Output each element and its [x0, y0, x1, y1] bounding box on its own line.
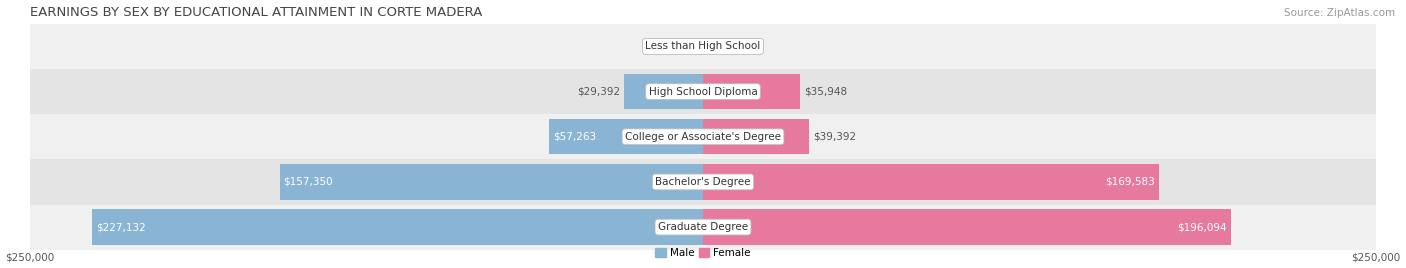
Text: $227,132: $227,132 — [96, 222, 145, 232]
Bar — [703, 210, 1230, 245]
Bar — [30, 69, 1376, 114]
Bar — [30, 159, 1376, 204]
Text: $196,094: $196,094 — [1177, 222, 1226, 232]
Bar — [280, 164, 703, 200]
Text: $39,392: $39,392 — [813, 132, 856, 142]
Bar — [30, 114, 1376, 159]
Text: $169,583: $169,583 — [1105, 177, 1156, 187]
Bar — [703, 74, 800, 109]
Bar — [30, 204, 1376, 250]
Text: $57,263: $57,263 — [553, 132, 596, 142]
Bar — [703, 164, 1160, 200]
Text: $0: $0 — [688, 42, 700, 51]
Text: Less than High School: Less than High School — [645, 42, 761, 51]
Bar — [624, 74, 703, 109]
Bar — [30, 24, 1376, 69]
Text: $157,350: $157,350 — [284, 177, 333, 187]
Text: High School Diploma: High School Diploma — [648, 87, 758, 97]
Text: Source: ZipAtlas.com: Source: ZipAtlas.com — [1284, 8, 1395, 18]
Bar — [703, 119, 808, 154]
Bar — [548, 119, 703, 154]
Bar — [91, 210, 703, 245]
Text: $29,392: $29,392 — [576, 87, 620, 97]
Text: College or Associate's Degree: College or Associate's Degree — [626, 132, 780, 142]
Legend: Male, Female: Male, Female — [651, 244, 755, 263]
Text: $0: $0 — [706, 42, 718, 51]
Text: $35,948: $35,948 — [804, 87, 846, 97]
Text: Graduate Degree: Graduate Degree — [658, 222, 748, 232]
Text: Bachelor's Degree: Bachelor's Degree — [655, 177, 751, 187]
Text: EARNINGS BY SEX BY EDUCATIONAL ATTAINMENT IN CORTE MADERA: EARNINGS BY SEX BY EDUCATIONAL ATTAINMEN… — [30, 6, 482, 18]
